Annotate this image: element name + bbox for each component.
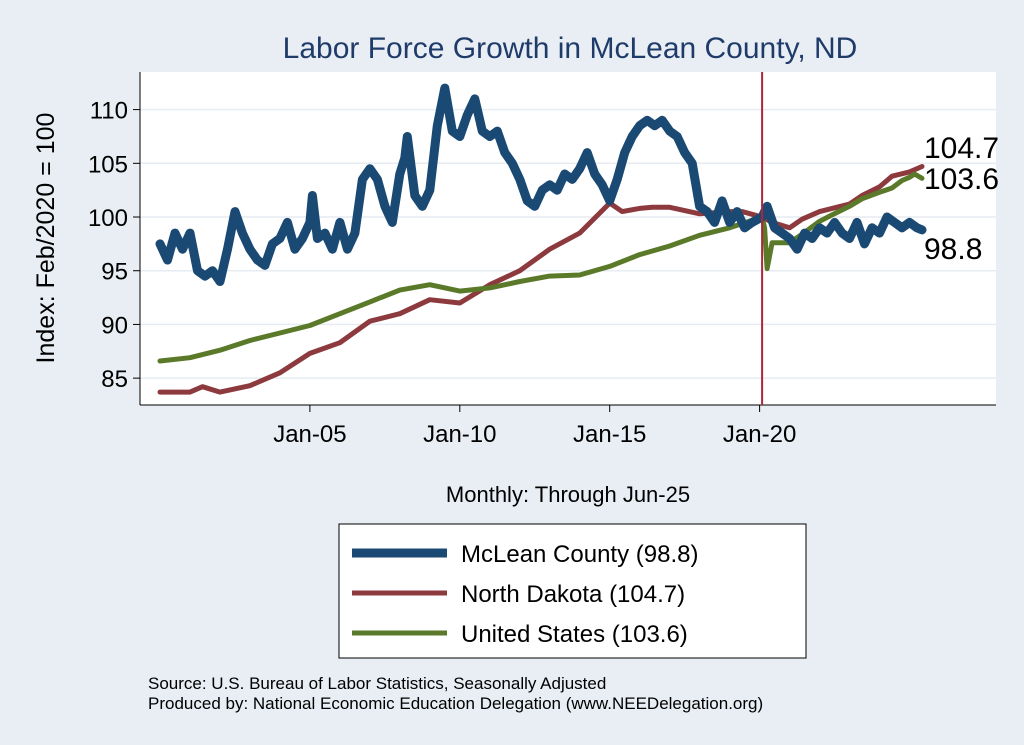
end-label-2: 103.6	[924, 163, 999, 196]
y-tick-label-100: 100	[88, 205, 128, 232]
x-tick-label-3: Jan-20	[723, 421, 796, 448]
series-line-2	[157, 171, 925, 364]
chart-title: Labor Force Growth in McLean County, ND	[283, 32, 858, 65]
y-tick-label-95: 95	[101, 259, 128, 286]
y-tick-label-110: 110	[90, 98, 128, 125]
y-axis-ticks: 85 90 95 100 105 110	[88, 98, 140, 393]
gridlines	[140, 108, 996, 379]
series-lines	[155, 83, 927, 395]
legend-label-2: United States (103.6)	[461, 621, 688, 648]
y-tick-label-85: 85	[101, 366, 128, 393]
legend-label-0: McLean County (98.8)	[461, 541, 698, 568]
x-axis-ticks: Jan-05 Jan-10 Jan-15 Jan-20	[273, 405, 796, 448]
x-tick-label-0: Jan-05	[273, 421, 346, 448]
x-tick-label-2: Jan-15	[573, 421, 646, 448]
y-tick-label-90: 90	[101, 312, 128, 339]
series-line-0	[155, 83, 927, 286]
end-label-1: 104.7	[924, 132, 999, 165]
x-tick-label-1: Jan-10	[423, 421, 496, 448]
end-label-0: 98.8	[924, 233, 982, 266]
produced-by-note: Produced by: National Economic Education…	[148, 694, 763, 713]
source-note: Source: U.S. Bureau of Labor Statistics,…	[148, 674, 606, 693]
y-axis-label: Index: Feb/2020 = 100	[32, 113, 60, 364]
series-line-1	[157, 164, 925, 395]
x-axis-label: Monthly: Through Jun-25	[446, 482, 690, 507]
legend-label-1: North Dakota (104.7)	[461, 581, 685, 608]
y-tick-label-105: 105	[88, 151, 128, 178]
legend: McLean County (98.8) North Dakota (104.7)…	[352, 541, 698, 648]
